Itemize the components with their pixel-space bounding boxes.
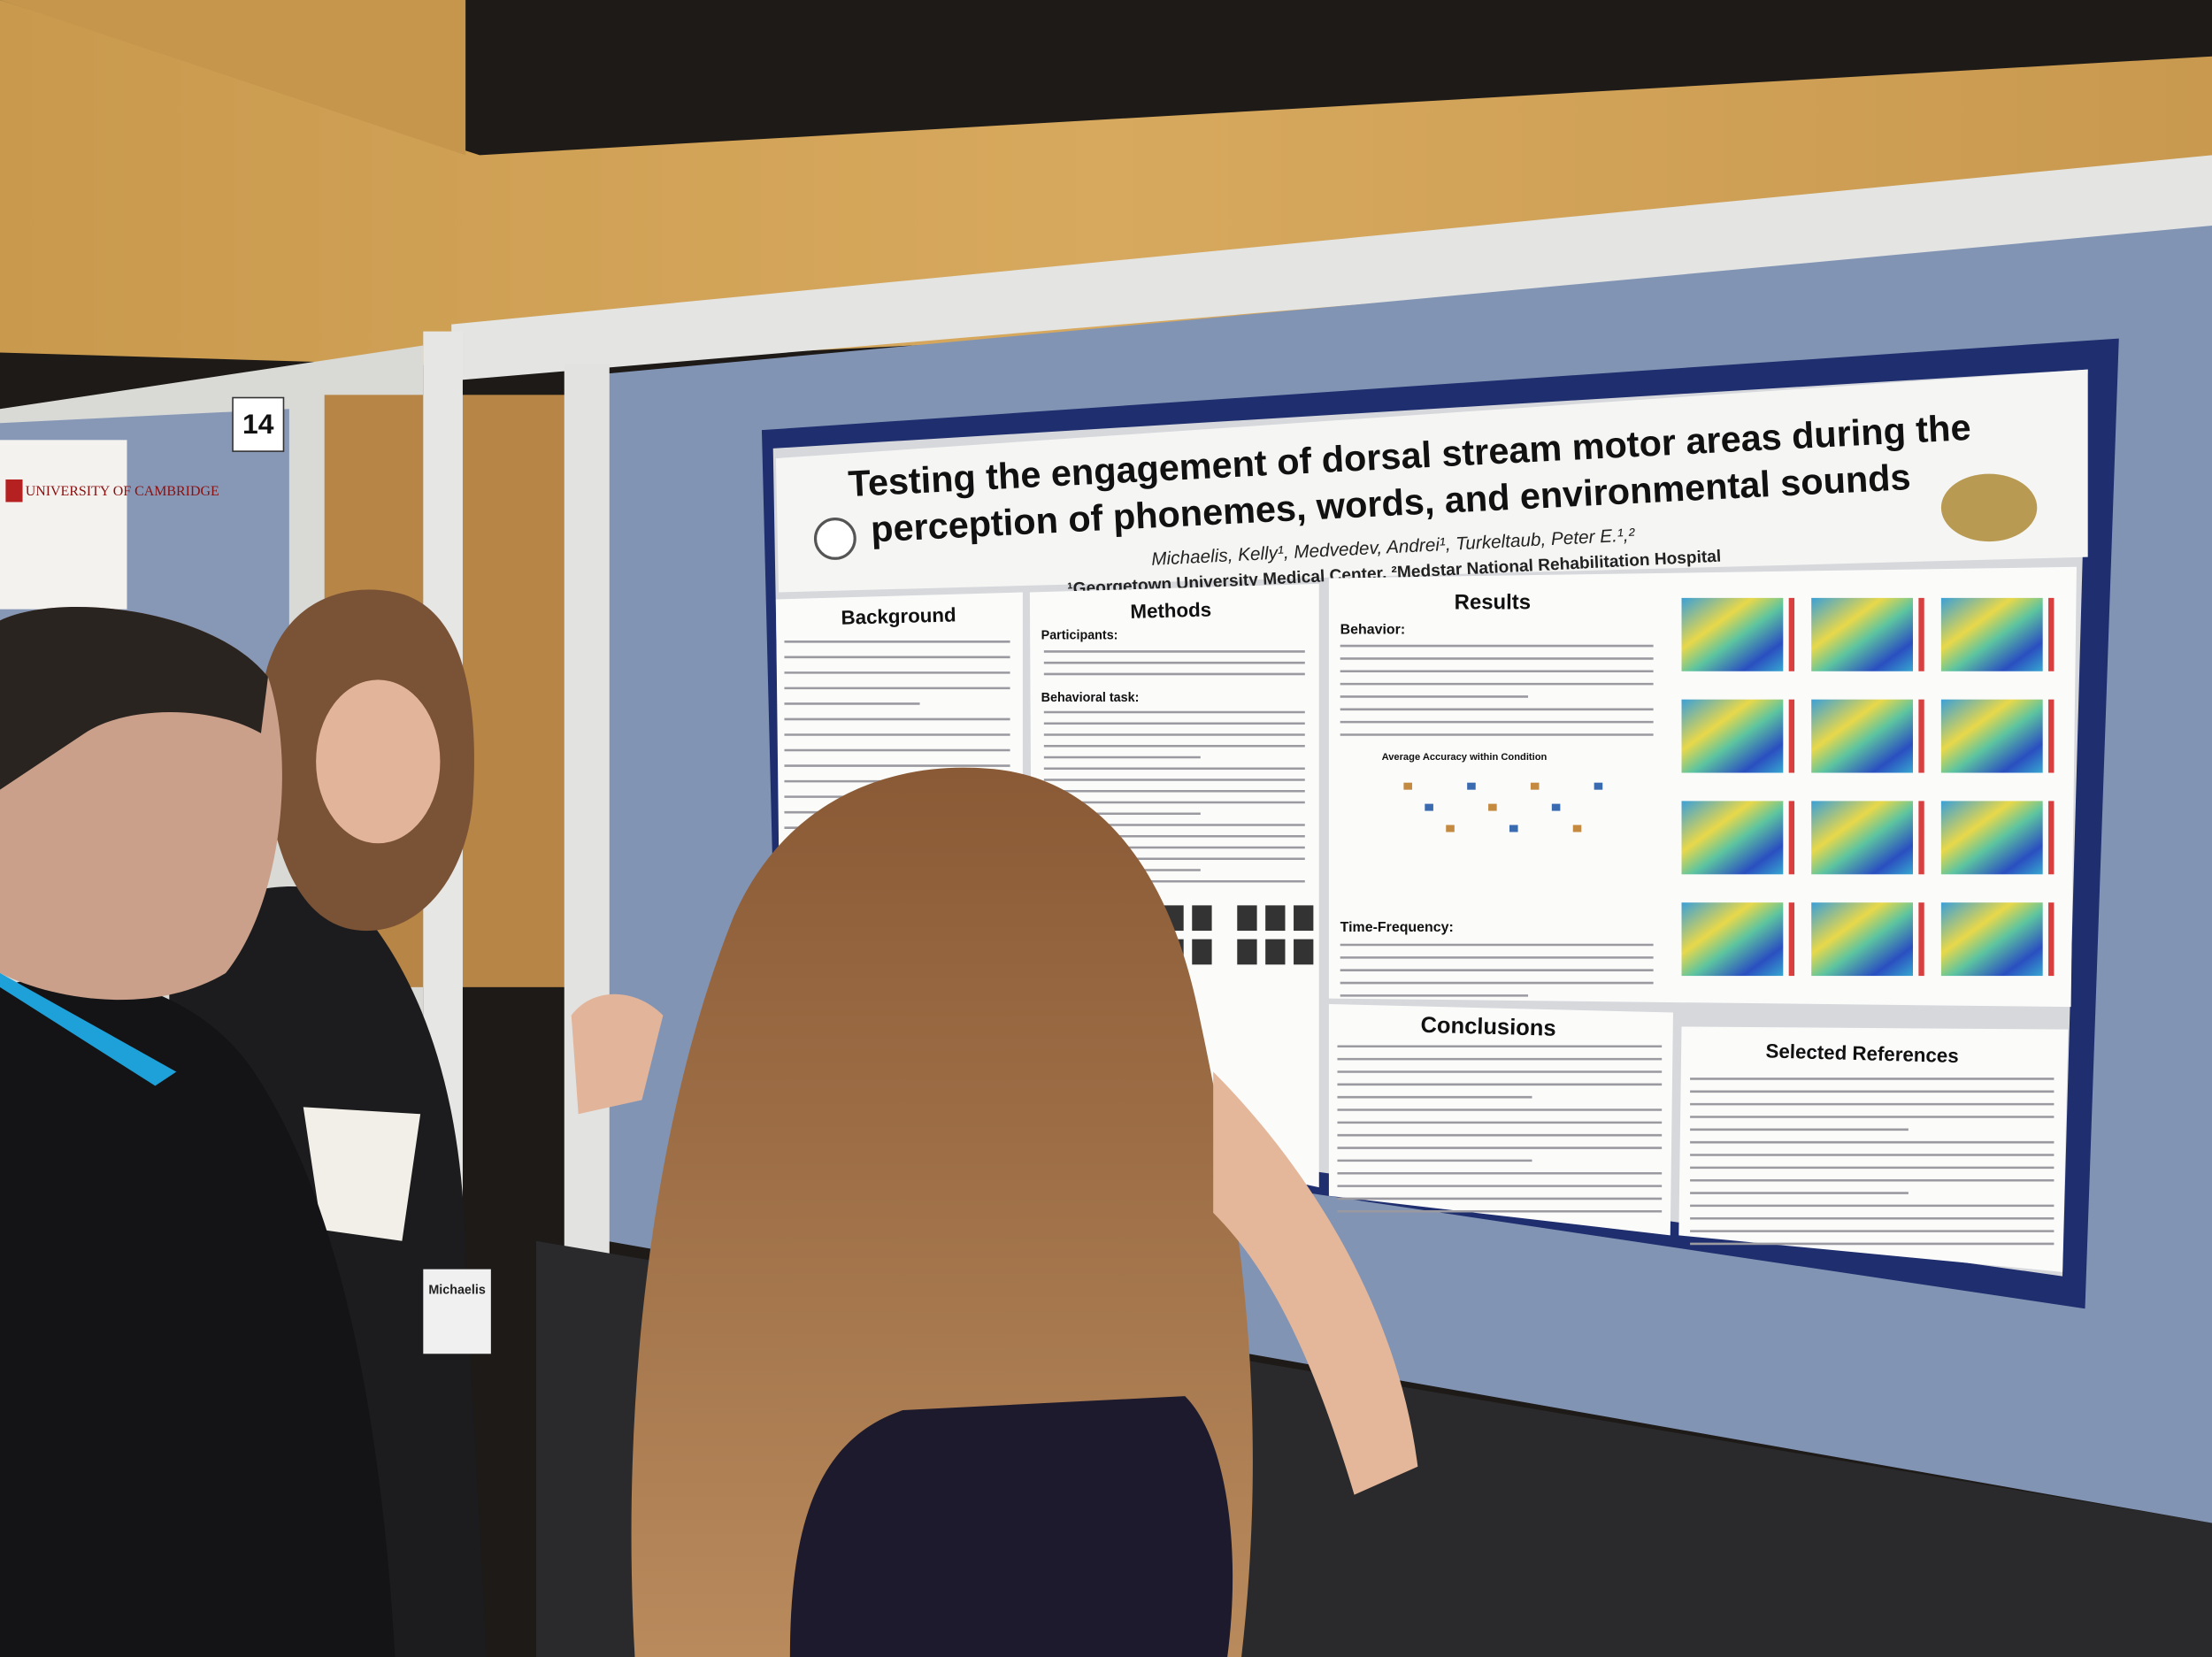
heatmap (1940, 597, 2043, 671)
box-plot (1446, 825, 1455, 832)
colorbar (1788, 801, 1795, 875)
section-heading: Methods (1130, 599, 1211, 623)
stimulus-image (1192, 939, 1212, 965)
booth-number: 14 (242, 408, 274, 440)
stimulus-image (1265, 905, 1286, 932)
crest (5, 479, 23, 502)
university-seal (813, 518, 856, 560)
man-hair (0, 606, 268, 790)
subheading: Participants: (1041, 629, 1118, 643)
dress (789, 1396, 1233, 1657)
colorbar (1918, 699, 1924, 773)
heatmap (1681, 597, 1784, 671)
subheading: Behavior: (1340, 623, 1406, 638)
heatmap (1940, 801, 2043, 875)
box-plot (1403, 782, 1412, 790)
stimulus-image (1294, 905, 1314, 932)
box-plot (1467, 782, 1476, 790)
stimulus-image (1192, 905, 1212, 932)
heatmap (1811, 597, 1913, 671)
heatmap (1811, 801, 1913, 875)
colorbar (1788, 699, 1795, 773)
heatmap (1940, 699, 2043, 773)
poster-header (775, 369, 2088, 593)
subheading: Time-Frequency: (1340, 920, 1454, 935)
colorbar (1918, 801, 1924, 875)
figure-title: Average Accuracy within Condition (1382, 752, 1548, 763)
stimulus-image (1294, 939, 1314, 965)
section-heading: Conclusions (1420, 1013, 1556, 1041)
heatmap (1811, 902, 1913, 977)
heatmap (1811, 699, 1913, 773)
colorbar (2048, 801, 2055, 875)
heatmap (1681, 699, 1784, 773)
hand (571, 993, 664, 1115)
box-plot (1572, 825, 1582, 832)
frame-post (564, 364, 610, 1267)
box-plot (1530, 782, 1540, 790)
section-box (1328, 566, 2077, 1008)
colorbar (1918, 902, 1924, 977)
box-plot (1594, 782, 1603, 790)
banner (0, 440, 127, 610)
heatmap (1940, 902, 2043, 977)
box-plot (1488, 803, 1497, 811)
section-box (1328, 1003, 1673, 1236)
banner-text: UNIVERSITY OF CAMBRIDGE (26, 484, 219, 499)
man-shirt (0, 976, 396, 1657)
colorbar (1788, 597, 1795, 671)
name-badge (423, 1269, 491, 1354)
colorbar (1788, 902, 1795, 977)
booth-sign (232, 396, 285, 452)
section-box (1678, 1026, 2069, 1272)
arm (1213, 1071, 1418, 1495)
speaker-face (316, 679, 441, 844)
paper-cup (303, 1107, 421, 1241)
stimulus-image (1237, 905, 1257, 932)
section-heading: Selected References (1765, 1039, 1959, 1067)
stimulus-image (1237, 939, 1257, 965)
stimulus-image (1265, 939, 1286, 965)
box-plot (1425, 803, 1433, 811)
subheading: Behavioral task: (1041, 691, 1140, 705)
lanyard (0, 972, 177, 1086)
heatmap (1681, 801, 1784, 875)
colorbar (2048, 699, 2055, 773)
colorbar (2048, 597, 2055, 671)
box-plot (1551, 803, 1561, 811)
brain-logo (1940, 473, 2038, 542)
board-frame-top (451, 155, 2212, 381)
colorbar (1918, 597, 1924, 671)
section-heading: Results (1455, 591, 1531, 615)
section-heading: Background (841, 603, 956, 628)
colorbar (2048, 902, 2055, 977)
wood-wall-left (0, 0, 466, 156)
heatmap (1681, 902, 1784, 977)
name-badge-text: Michaelis (428, 1283, 486, 1297)
box-plot (1509, 825, 1518, 832)
